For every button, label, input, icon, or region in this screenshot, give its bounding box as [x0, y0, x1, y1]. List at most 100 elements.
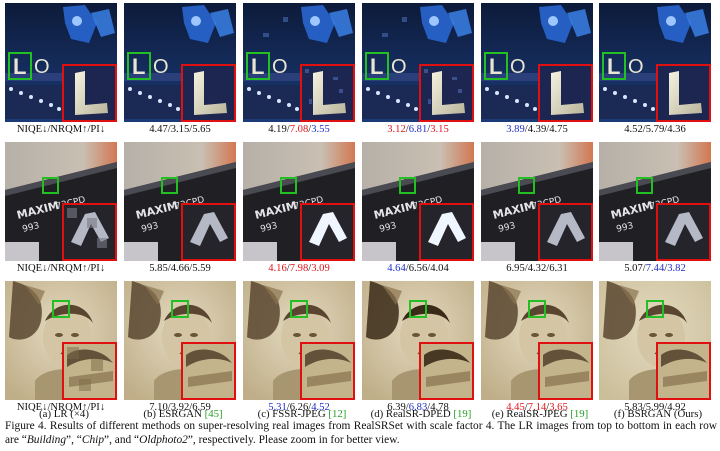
metric-chip-realsr-jpeg: 6.95/4.32/6.31 [478, 263, 596, 274]
image-building-realsr-jpeg: L O [481, 3, 593, 122]
metric-part: NIQE↓/NRQM↑/PI↓ [16, 402, 106, 413]
svg-text:O: O [272, 56, 288, 78]
metric-part: 5.31 [268, 402, 287, 413]
metric-part: / [546, 402, 550, 413]
image-oldphoto2-esrgan [124, 281, 236, 400]
figure-caption: Figure 4. Results of different methods o… [5, 420, 717, 446]
metric-part: 3.09 [311, 263, 330, 274]
metric-part: /6.56/4.04 [405, 263, 449, 274]
metric-part: 4.64 [387, 263, 406, 274]
metric-oldphoto2-esrgan: 7.10/3.92/6.59 [121, 402, 239, 413]
image-oldphoto2-realsr-dped [362, 281, 474, 400]
metric-building-lr: NIQE↓/NRQM↑/PI↓ [2, 124, 120, 135]
metric-building-esrgan: 4.47/3.15/5.65 [121, 124, 239, 135]
metric-part: 4.16 [268, 263, 287, 274]
metric-part: /6.26/ [286, 402, 312, 413]
metric-part: 4.52 [311, 402, 330, 413]
row-oldphoto2: NIQE↓/NRQM↑/PI↓ 7.10/3.92/6.59 5.31/6.26… [5, 281, 717, 420]
svg-text:L: L [132, 54, 145, 79]
metric-part: 6.81 [408, 124, 428, 135]
svg-text:O: O [34, 56, 50, 78]
metric-part: 3.15 [430, 124, 449, 135]
image-building-lr: L O [5, 3, 117, 122]
svg-text:O: O [153, 56, 169, 78]
svg-text:993: 993 [497, 221, 516, 235]
metric-part: NIQE↓/NRQM↑/PI↓ [16, 124, 106, 135]
metric-part: 5.07/ [624, 263, 646, 274]
image-oldphoto2-realsr-jpeg [481, 281, 593, 400]
svg-text:L: L [370, 54, 383, 79]
metric-part: 3.82 [667, 263, 686, 274]
image-building-fssr-jpeg: L O [243, 3, 355, 122]
svg-text:L: L [13, 54, 26, 79]
metric-part: 7.44 [645, 263, 665, 274]
metric-part: 6.95/4.32/6.31 [506, 263, 568, 274]
metric-chip-esrgan: 5.85/4.66/5.59 [121, 263, 239, 274]
svg-text:L: L [251, 54, 264, 79]
svg-text:O: O [510, 56, 526, 78]
metric-part: 5.83/5.99/4.92 [624, 402, 686, 413]
metric-part: / [308, 124, 312, 135]
metric-chip-bsrgan: 5.07/7.44/3.82 [596, 263, 714, 274]
image-chip-esrgan: MAXIM 73CPD 993 [124, 142, 236, 261]
metric-building-realsr-jpeg: 3.89/4.39/4.75 [478, 124, 596, 135]
svg-text:993: 993 [615, 221, 634, 235]
image-building-esrgan: L O [124, 3, 236, 122]
metric-part: 3.89 [506, 124, 525, 135]
metric-part: / [286, 263, 290, 274]
svg-text:O: O [628, 56, 644, 78]
column-caption-fssr-jpeg: (c) FSSR-JPEG [12] [257, 408, 347, 420]
metric-oldphoto2-realsr-dped: 6.39/6.83/4.78 [359, 402, 477, 413]
image-chip-fssr-jpeg: MAXIM 73CPD 993 [243, 142, 355, 261]
column-caption-realsr-dped: (d) RealSR-DPED [19] [370, 408, 472, 420]
metric-part: 4.47/3.15/5.65 [149, 124, 211, 135]
column-caption-realsr-jpeg: (e) RealSR-JPEG [19] [491, 408, 589, 420]
image-building-bsrgan: L O [599, 3, 711, 122]
image-chip-bsrgan: MAXIM 73CPD 993 [599, 142, 711, 261]
metric-chip-realsr-dped: 4.64/6.56/4.04 [359, 263, 477, 274]
metric-part: 4.19/ [268, 124, 290, 135]
svg-text:L: L [489, 54, 502, 79]
metric-part: 6.83 [408, 402, 428, 413]
figure-grid: L O NIQE↓/NRQM↑/PI↓ L O 4.47/3.15/5.65 [5, 3, 717, 420]
metric-part: / [308, 263, 312, 274]
metric-part: /4.39/4.75 [524, 124, 568, 135]
metric-building-realsr-dped: 3.12/6.81/3.15 [359, 124, 477, 135]
metric-building-bsrgan: 4.52/5.79/4.36 [596, 124, 714, 135]
metric-part: 4.52/5.79/4.36 [624, 124, 686, 135]
image-chip-lr: MAXIM 73CPD 993 [5, 142, 117, 261]
metric-part: NIQE↓/NRQM↑/PI↓ [16, 263, 106, 274]
metric-oldphoto2-lr: NIQE↓/NRQM↑/PI↓ [2, 402, 120, 413]
metric-part: / [664, 263, 668, 274]
metric-part: / [427, 124, 431, 135]
metric-part: 7.98 [289, 263, 309, 274]
image-chip-realsr-dped: MAXIM 73CPD 993 [362, 142, 474, 261]
metric-building-fssr-jpeg: 4.19/7.08/3.55 [240, 124, 358, 135]
metric-part: 7.14 [527, 402, 547, 413]
image-building-realsr-dped: L O [362, 3, 474, 122]
metric-part: 7.08 [289, 124, 309, 135]
image-oldphoto2-fssr-jpeg [243, 281, 355, 400]
image-oldphoto2-bsrgan [599, 281, 711, 400]
metric-oldphoto2-fssr-jpeg: 5.31/6.26/4.52 [240, 402, 358, 413]
image-oldphoto2-lr [5, 281, 117, 400]
metric-part: / [405, 124, 409, 135]
row-building: L O NIQE↓/NRQM↑/PI↓ L O 4.47/3.15/5.65 [5, 3, 717, 142]
metric-oldphoto2-bsrgan: 5.83/5.99/4.92 [596, 402, 714, 413]
svg-text:O: O [391, 56, 407, 78]
metric-part: /4.78 [427, 402, 449, 413]
svg-text:993: 993 [21, 221, 40, 235]
svg-text:993: 993 [259, 221, 278, 235]
metric-chip-fssr-jpeg: 4.16/7.98/3.09 [240, 263, 358, 274]
metric-part: 3.12 [387, 124, 406, 135]
column-caption-lr: (a) LR (×4) [39, 408, 89, 420]
metric-part: / [524, 402, 528, 413]
metric-part: 6.39/ [387, 402, 409, 413]
metric-oldphoto2-realsr-jpeg: 4.45/7.14/3.65 [478, 402, 596, 413]
column-caption-bsrgan: (f) BSRGAN (Ours) [613, 408, 703, 420]
row-chip: MAXIM 73CPD 993 NIQE↓/NRQM↑/PI↓ MAXIM 73… [5, 142, 717, 281]
metric-part: 7.10/3.92/6.59 [149, 402, 211, 413]
metric-part: 5.85/4.66/5.59 [149, 263, 211, 274]
svg-text:993: 993 [140, 221, 159, 235]
svg-text:L: L [607, 54, 620, 79]
